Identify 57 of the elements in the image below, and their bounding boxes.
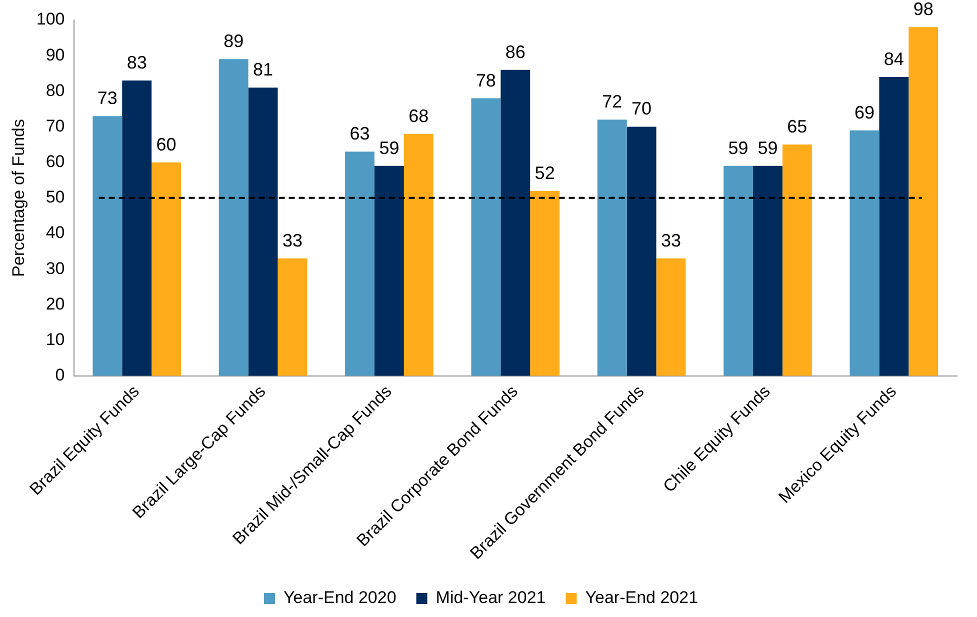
bar xyxy=(218,59,248,376)
bar xyxy=(500,70,530,376)
bar xyxy=(753,166,782,376)
bar xyxy=(908,27,938,376)
data-label: 59 xyxy=(379,138,400,158)
data-label: 59 xyxy=(728,138,748,158)
bar xyxy=(782,144,812,376)
data-label: 33 xyxy=(660,230,682,250)
data-label: 98 xyxy=(913,0,934,20)
data-label: 59 xyxy=(758,138,778,158)
y-tick-label: 0 xyxy=(55,366,65,385)
data-label: 81 xyxy=(253,60,274,80)
data-label: 70 xyxy=(632,98,652,119)
bar xyxy=(724,166,754,376)
y-tick-label: 60 xyxy=(46,152,65,172)
y-tick-label: 20 xyxy=(46,294,65,314)
y-tick-label: 70 xyxy=(46,116,65,136)
bar xyxy=(92,116,122,376)
data-label: 69 xyxy=(854,102,874,122)
y-tick-label: 100 xyxy=(36,10,65,29)
data-label: 65 xyxy=(787,116,808,137)
bar xyxy=(122,80,152,376)
y-tick-label: 10 xyxy=(46,330,65,349)
bar xyxy=(152,162,182,376)
legend-label: Year-End 2021 xyxy=(585,588,698,608)
data-label: 83 xyxy=(126,52,147,72)
y-tick-label: 50 xyxy=(46,188,65,207)
data-label: 52 xyxy=(534,162,555,183)
data-label: 33 xyxy=(282,230,302,250)
data-label: 86 xyxy=(505,42,526,62)
bar xyxy=(374,166,404,376)
bar xyxy=(597,120,627,376)
y-tick-label: 80 xyxy=(46,80,65,100)
y-tick-label: 30 xyxy=(46,258,65,278)
bar xyxy=(471,98,501,376)
data-label: 89 xyxy=(224,31,244,52)
bar xyxy=(656,258,686,376)
data-label: 63 xyxy=(350,124,370,144)
bar xyxy=(248,88,278,376)
data-label: 78 xyxy=(476,70,496,90)
bar xyxy=(626,126,656,376)
y-tick-label: 90 xyxy=(46,45,65,64)
bar xyxy=(850,130,880,376)
data-label: 84 xyxy=(884,48,904,69)
legend-label: Year-End 2020 xyxy=(283,588,396,608)
data-label: 60 xyxy=(156,134,176,154)
y-axis-title: Percentage of Funds xyxy=(8,119,28,277)
bar xyxy=(345,152,374,376)
y-tick-label: 40 xyxy=(46,223,65,242)
bar xyxy=(530,190,560,376)
data-label: 72 xyxy=(602,92,622,112)
bar xyxy=(879,76,909,376)
bar xyxy=(404,134,434,376)
data-label: 68 xyxy=(408,106,429,126)
data-label: 73 xyxy=(97,88,118,108)
legend-label: Mid-Year 2021 xyxy=(436,588,546,608)
bar xyxy=(278,258,308,376)
